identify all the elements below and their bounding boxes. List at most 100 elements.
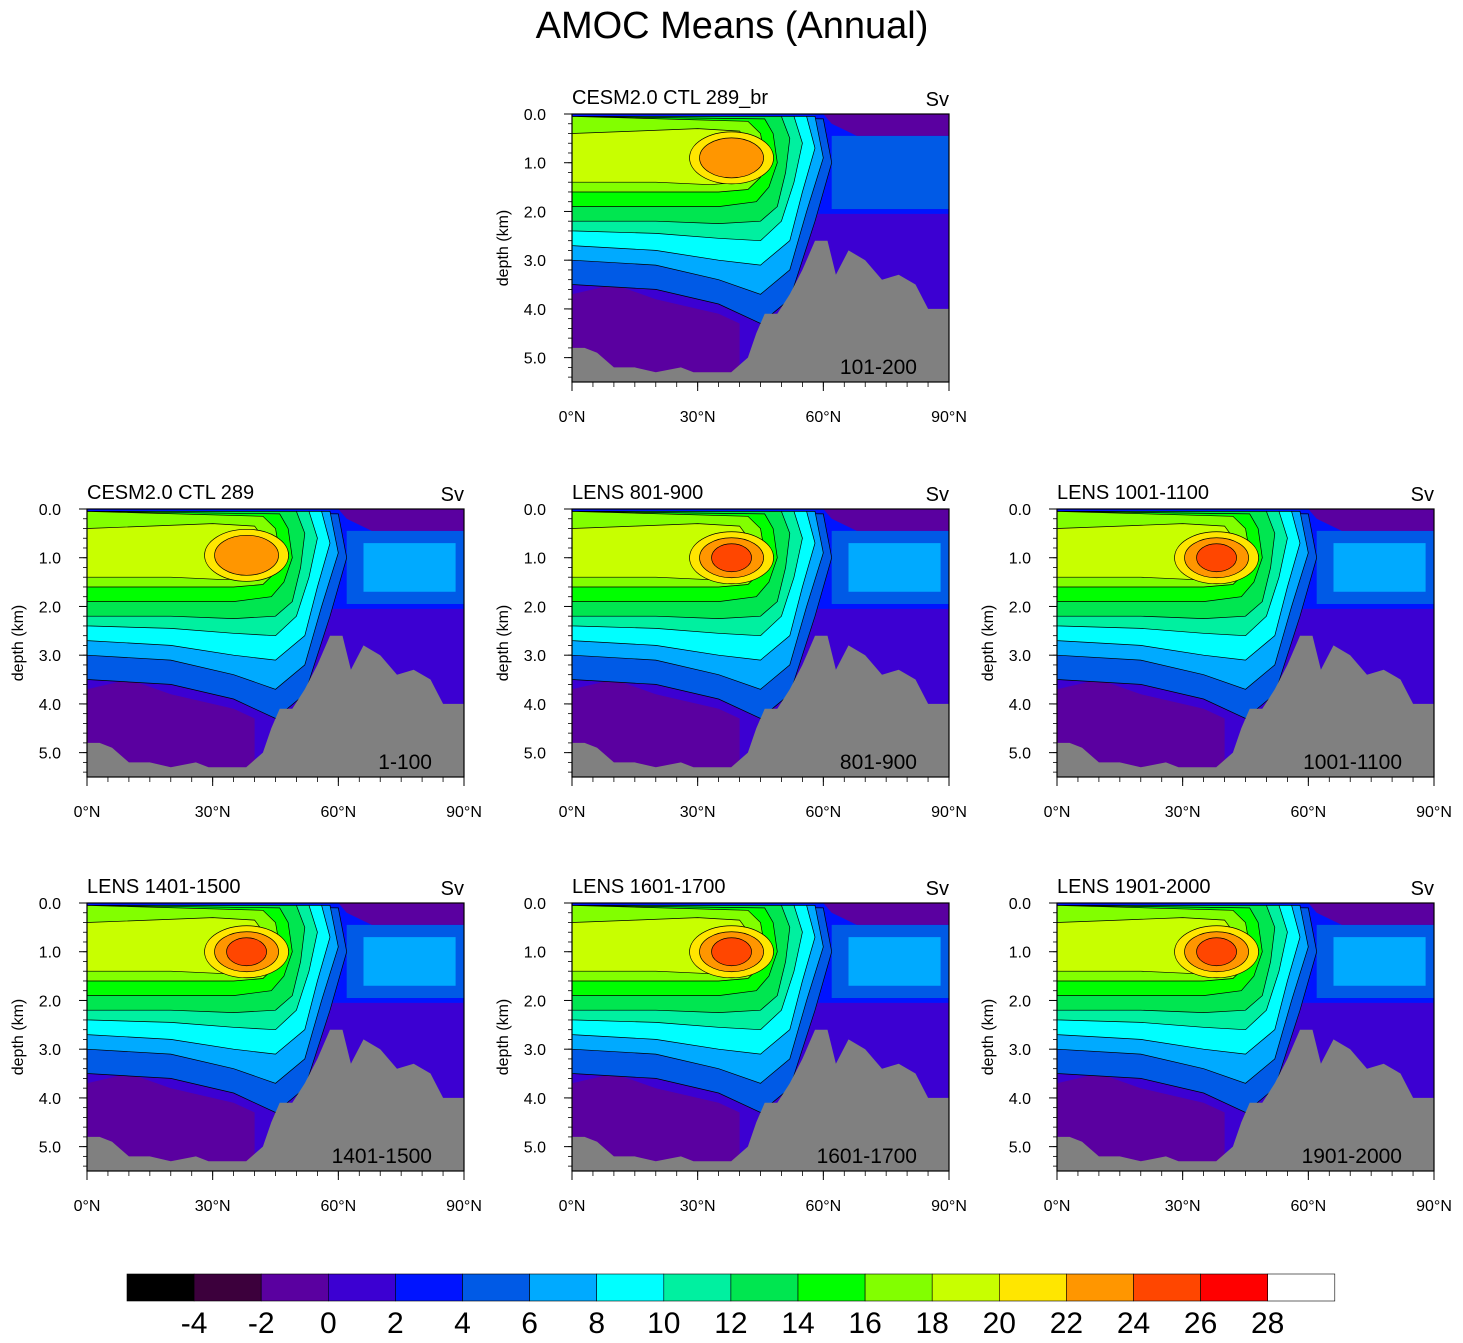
field-band-neg-surface2 [823,509,949,531]
field-band-neg-deep [87,679,255,777]
x-tick-label: 90°N [931,1198,967,1215]
field-band-neg-deep [572,679,740,777]
x-tick-label: 90°N [931,409,967,426]
y-tick-label: 5.0 [524,746,546,763]
y-tick-label: 2.0 [39,993,61,1010]
x-tick-label: 60°N [1290,804,1326,821]
panel-title: LENS 1901-2000 [1057,876,1210,898]
x-tick-label: 30°N [1165,1198,1201,1215]
panel-units: Sv [926,484,949,506]
y-tick-label: 0.0 [1009,502,1031,519]
field-band-neg-surface2 [338,903,464,925]
colorbar-box [529,1273,597,1302]
y-tick-label: 1.0 [1009,551,1031,568]
colorbar-label: -4 [181,1307,208,1340]
panel-period: 801-900 [840,751,917,774]
field-band-neg-deep [1057,1073,1225,1171]
colorbar-label: 0 [320,1307,337,1340]
y-tick-label: 5.0 [524,1140,546,1157]
y-tick-label: 2.0 [524,993,546,1010]
y-tick-label: 0.0 [524,896,546,913]
field-band-neg-deep [1057,679,1225,777]
y-axis-label: depth (km) [495,210,512,286]
field-band-6-8-north [363,543,456,592]
y-axis-label: depth (km) [10,999,27,1075]
y-tick-label: 2.0 [524,204,546,221]
y-tick-label: 2.0 [39,599,61,616]
x-tick-label: 30°N [680,804,716,821]
y-tick-label: 2.0 [524,599,546,616]
field-band-6-8-north [1333,937,1426,986]
y-tick-label: 5.0 [524,351,546,368]
field-band-neg-surface2 [823,903,949,925]
panel-period: 1901-2000 [1302,1145,1402,1168]
y-axis-label: depth (km) [495,605,512,681]
y-tick-label: 3.0 [524,1042,546,1059]
field-band-6-8-north [848,543,941,592]
colorbar: -4 -2 0 2 4 6 8 10 12 14 16 18 20 22 24 26 28 [126,1273,1336,1340]
panel-title: LENS 1601-1700 [572,876,725,898]
x-tick-label: 30°N [680,1198,716,1215]
contour-field [1057,509,1434,777]
y-axis-label: depth (km) [495,999,512,1075]
y-axis-label: depth (km) [10,605,27,681]
x-tick-label: 0°N [559,409,586,426]
x-tick-label: 0°N [559,1198,586,1215]
panel-6: LENS 1601-1700 Sv 1601-1700 0.0 1.0 2.0 3.0 4.0… [495,876,967,1215]
panel-units: Sv [441,484,464,506]
field-core-24 [1196,543,1237,573]
colorbar-label: 22 [1050,1307,1083,1340]
x-tick-label: 0°N [559,804,586,821]
y-tick-label: 4.0 [39,1091,61,1108]
x-tick-label: 90°N [446,804,482,821]
panel-title: CESM2.0 CTL 289 [87,482,254,504]
colorbar-label: 18 [916,1307,949,1340]
panel-units: Sv [1411,484,1434,506]
colorbar-box [1200,1273,1268,1302]
y-tick-label: 5.0 [39,746,61,763]
x-tick-label: 90°N [1416,804,1452,821]
colorbar-box [730,1273,799,1302]
panel-2: CESM2.0 CTL 289 Sv 1-100 0.0 1.0 2.0 3.0 4.0 5.0… [10,482,482,821]
panel-1: CESM2.0 CTL 289_br Sv 101-200 0.0 1.0 2.0 3.0 4… [495,87,967,426]
colorbar-label: 20 [983,1307,1016,1340]
field-band-neg-deep [572,284,740,382]
colorbar-label: 28 [1251,1307,1284,1340]
y-tick-label: 0.0 [39,896,61,913]
colorbar-label: 2 [387,1307,404,1340]
contour-field [1057,903,1434,1171]
field-band-neg-surface2 [1308,509,1434,531]
x-tick-label: 60°N [805,1198,841,1215]
x-tick-label: 60°N [1290,1198,1326,1215]
y-tick-label: 1.0 [39,945,61,962]
topography [1057,1029,1434,1171]
topography [1057,635,1434,777]
colorbar-box [1267,1273,1336,1302]
field-band-6-8-north [848,937,941,986]
x-tick-label: 30°N [680,409,716,426]
colorbar-box [462,1273,530,1302]
colorbar-label: 12 [714,1307,747,1340]
y-tick-label: 4.0 [524,697,546,714]
x-tick-label: 90°N [1416,1198,1452,1215]
topography [572,635,949,777]
contour-field [572,114,949,382]
colorbar-box [797,1273,866,1302]
y-axis-label: depth (km) [980,605,997,681]
field-band-neg-surface2 [823,114,949,136]
colorbar-box [931,1273,1000,1302]
y-tick-label: 4.0 [524,302,546,319]
colorbar-box [864,1273,933,1302]
y-tick-label: 1.0 [524,945,546,962]
panel-7: LENS 1901-2000 Sv 1901-2000 0.0 1.0 2.0 3.0 4.0… [980,876,1452,1215]
field-core-22 [214,534,279,576]
y-tick-label: 4.0 [1009,1091,1031,1108]
panel-period: 1401-1500 [332,1145,432,1168]
field-band-neg-deep [87,1073,255,1171]
field-band-neg-surface2 [338,509,464,531]
x-tick-label: 30°N [1165,804,1201,821]
y-tick-label: 3.0 [1009,1042,1031,1059]
colorbar-label: 24 [1117,1307,1150,1340]
contour-field [572,509,949,777]
colorbar-box [395,1273,463,1302]
